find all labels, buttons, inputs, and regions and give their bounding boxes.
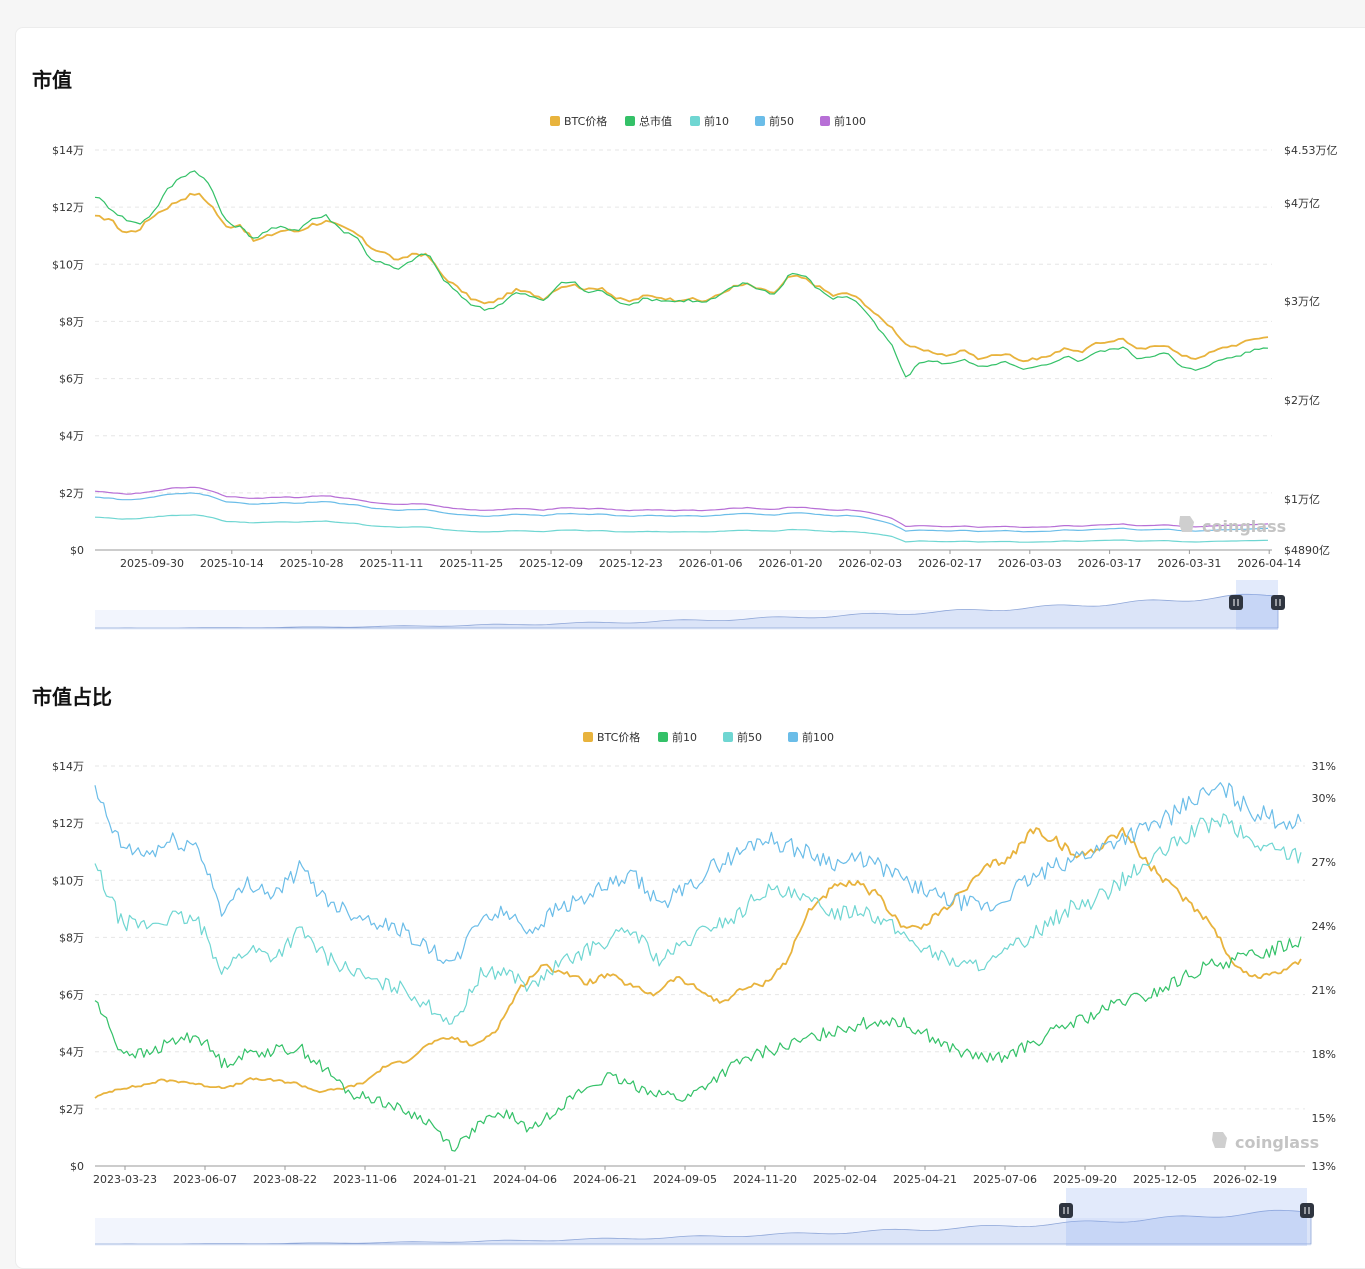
content-card — [15, 27, 1365, 1269]
section-title-market-share: 市值占比 — [32, 685, 112, 709]
section-title-market-cap: 市值 — [32, 68, 72, 92]
